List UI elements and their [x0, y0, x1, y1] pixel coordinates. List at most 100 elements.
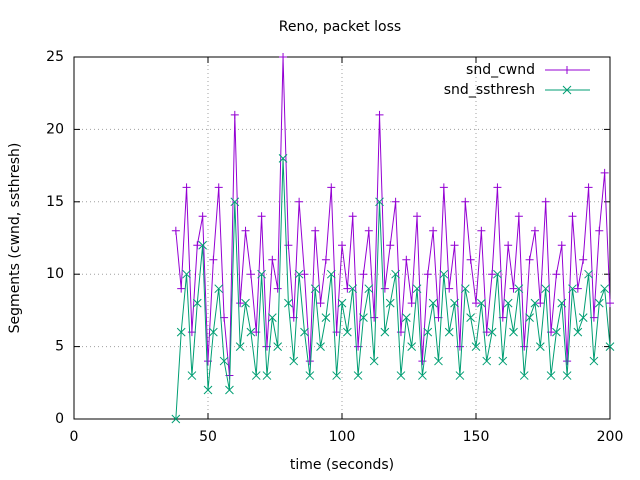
marker — [230, 197, 240, 207]
marker — [396, 371, 406, 380]
marker — [439, 269, 449, 279]
marker — [273, 342, 283, 351]
x-tick-label: 0 — [70, 429, 79, 445]
marker — [461, 197, 470, 206]
marker — [557, 298, 567, 308]
marker — [546, 371, 556, 380]
marker — [311, 226, 320, 235]
marker — [589, 356, 599, 366]
marker — [182, 183, 191, 192]
marker — [541, 284, 551, 294]
legend-label: snd_cwnd — [466, 62, 535, 78]
series-line — [175, 158, 611, 420]
marker — [402, 255, 411, 264]
marker — [209, 255, 218, 264]
marker — [300, 270, 309, 279]
marker — [284, 298, 293, 308]
marker — [460, 284, 470, 294]
marker — [423, 327, 433, 337]
marker — [552, 270, 561, 279]
chart-title: Reno, packet loss — [279, 19, 401, 35]
marker — [246, 327, 256, 337]
marker — [536, 299, 545, 308]
marker — [477, 226, 486, 235]
marker — [370, 313, 379, 322]
marker — [380, 327, 390, 337]
marker — [327, 183, 336, 192]
marker — [466, 255, 475, 264]
marker — [391, 269, 400, 279]
marker — [214, 183, 223, 192]
marker — [214, 284, 224, 294]
marker — [300, 327, 309, 337]
marker — [562, 371, 572, 380]
marker — [391, 197, 400, 206]
marker — [600, 284, 609, 294]
marker — [552, 327, 561, 337]
marker — [171, 226, 180, 235]
marker — [268, 255, 277, 264]
marker — [310, 284, 320, 294]
marker — [343, 284, 352, 293]
marker — [364, 226, 373, 235]
marker — [192, 298, 202, 308]
marker — [386, 241, 395, 250]
marker — [284, 241, 293, 250]
marker — [450, 241, 459, 250]
marker — [525, 313, 534, 322]
marker — [177, 284, 186, 293]
marker — [509, 327, 518, 337]
marker — [557, 241, 566, 250]
marker — [353, 371, 363, 380]
marker — [594, 298, 604, 308]
marker — [525, 255, 534, 264]
marker — [241, 226, 250, 235]
marker — [568, 284, 577, 294]
marker — [375, 197, 384, 207]
marker — [573, 284, 582, 293]
marker — [332, 371, 341, 380]
marker — [278, 154, 288, 163]
marker — [455, 371, 465, 380]
marker — [316, 342, 325, 351]
marker — [493, 183, 502, 192]
marker — [488, 270, 497, 279]
x-tick-label: 200 — [597, 429, 624, 445]
marker — [385, 298, 395, 308]
marker — [289, 356, 299, 366]
marker — [364, 284, 374, 294]
marker — [241, 298, 250, 308]
marker — [455, 342, 464, 351]
marker — [418, 371, 427, 380]
marker — [472, 299, 480, 308]
marker — [418, 357, 427, 366]
marker — [273, 284, 282, 293]
marker — [600, 168, 609, 177]
y-tick-label: 25 — [46, 49, 64, 65]
marker — [514, 284, 524, 294]
marker — [444, 327, 454, 337]
marker — [482, 356, 492, 366]
marker — [445, 284, 454, 293]
marker — [171, 414, 181, 424]
marker — [294, 269, 304, 279]
marker — [535, 342, 545, 351]
marker — [498, 356, 508, 366]
marker — [407, 342, 417, 351]
marker — [230, 110, 239, 119]
marker — [439, 183, 448, 192]
marker — [305, 357, 314, 366]
marker — [471, 342, 481, 351]
marker — [369, 356, 379, 366]
legend-label: snd_ssthresh — [444, 82, 535, 98]
marker — [401, 313, 411, 322]
marker — [434, 356, 443, 366]
x-tick-label: 150 — [463, 429, 490, 445]
x-axis-label: time (seconds) — [290, 457, 394, 473]
marker — [568, 212, 577, 221]
marker — [176, 327, 186, 337]
marker — [450, 298, 459, 308]
marker — [477, 298, 486, 308]
